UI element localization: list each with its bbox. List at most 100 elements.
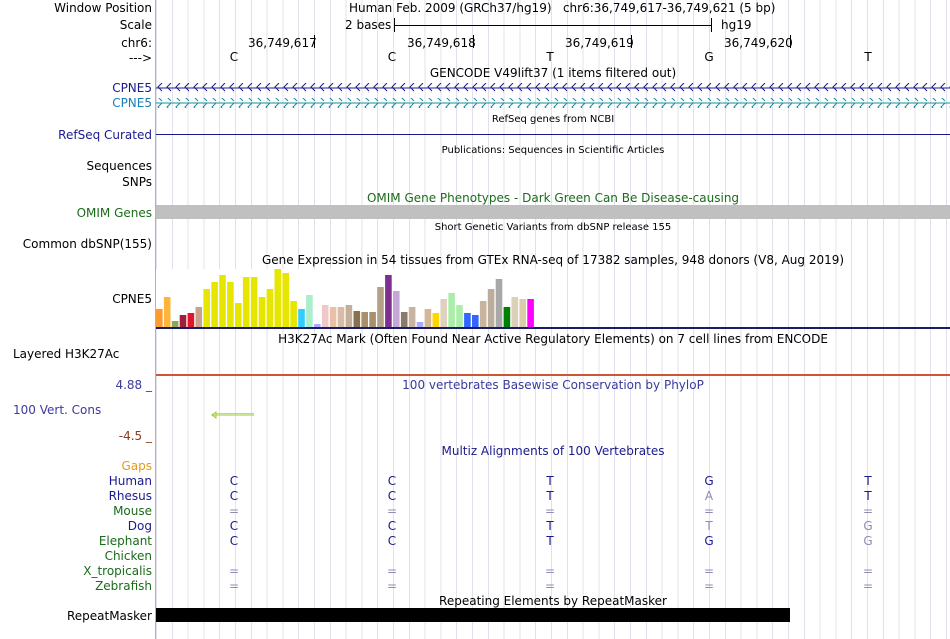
gencode-track-title[interactable]: GENCODE V49lift37 (1 items filtered out): [429, 66, 677, 80]
alignment-base: T: [546, 474, 554, 488]
gtex-bar[interactable]: [408, 307, 416, 327]
gtex-bar[interactable]: [377, 287, 384, 327]
species-label[interactable]: Rhesus: [108, 489, 152, 503]
gtex-bar[interactable]: [219, 275, 226, 327]
alignment-base: =: [862, 564, 874, 578]
gtex-label[interactable]: CPNE5: [112, 292, 152, 306]
alignment-base: C: [387, 489, 397, 503]
coord-tick-4: [790, 35, 791, 48]
gtex-track-title[interactable]: Gene Expression in 54 tissues from GTEx …: [261, 253, 845, 267]
gtex-bar[interactable]: [511, 297, 519, 327]
gtex-bar[interactable]: [416, 322, 424, 327]
gtex-bar[interactable]: [306, 295, 313, 327]
gtex-bar[interactable]: [211, 282, 218, 327]
gtex-bar[interactable]: [487, 289, 495, 327]
gtex-bar[interactable]: [369, 312, 376, 327]
gtex-bar[interactable]: [266, 289, 274, 327]
multiz-track-title[interactable]: Multiz Alignments of 100 Vertebrates: [441, 444, 665, 458]
omim-label[interactable]: OMIM Genes: [76, 206, 152, 220]
alignment-base: =: [228, 504, 240, 518]
phylop-signal[interactable]: [210, 411, 256, 419]
gtex-bar[interactable]: [440, 299, 447, 327]
position-text[interactable]: Human Feb. 2009 (GRCh37/hg19) chr6:36,74…: [349, 1, 776, 15]
gtex-bar[interactable]: [479, 301, 487, 327]
gtex-bar[interactable]: [345, 305, 353, 327]
sequences-label[interactable]: Sequences: [86, 159, 152, 173]
gtex-bar[interactable]: [195, 307, 203, 327]
species-label[interactable]: Zebrafish: [95, 579, 152, 593]
publications-track-title[interactable]: Publications: Sequences in Scientific Ar…: [441, 145, 665, 156]
omim-gene-bar[interactable]: [156, 205, 950, 219]
gtex-bar[interactable]: [353, 311, 361, 327]
alignment-base: T: [546, 519, 554, 533]
gtex-bar[interactable]: [400, 312, 408, 327]
h3k27ac-track-title[interactable]: H3K27Ac Mark (Often Found Near Active Re…: [278, 332, 828, 346]
gtex-bar[interactable]: [495, 279, 503, 327]
species-label[interactable]: Dog: [127, 519, 152, 533]
gtex-bar[interactable]: [472, 315, 479, 327]
phylop-label[interactable]: 100 Vert. Cons: [13, 403, 102, 417]
gtex-bar[interactable]: [187, 313, 195, 327]
refseq-label[interactable]: RefSeq Curated: [58, 128, 152, 142]
gtex-bar[interactable]: [361, 312, 368, 327]
alignment-base: =: [703, 579, 715, 593]
gtex-bar[interactable]: [298, 309, 305, 327]
window-position-label: Window Position: [54, 1, 152, 15]
gtex-bar[interactable]: [227, 282, 234, 327]
gtex-bar[interactable]: [250, 277, 258, 327]
dbsnp-track-title[interactable]: Short Genetic Variants from dbSNP releas…: [434, 222, 672, 233]
gtex-bar[interactable]: [329, 307, 337, 327]
alignment-base: =: [544, 564, 556, 578]
gtex-bar[interactable]: [464, 313, 471, 327]
omim-track-title[interactable]: OMIM Gene Phenotypes - Dark Green Can Be…: [366, 191, 740, 205]
gtex-bar[interactable]: [203, 289, 210, 327]
gene-label-cpne5-1[interactable]: CPNE5: [112, 81, 152, 95]
gtex-bar[interactable]: [527, 299, 534, 327]
gtex-bar[interactable]: [179, 315, 187, 327]
gtex-bar[interactable]: [424, 309, 432, 327]
gtex-bar[interactable]: [385, 275, 392, 327]
species-label[interactable]: X_tropicalis: [83, 564, 152, 578]
gtex-bar[interactable]: [274, 269, 282, 327]
gtex-bar[interactable]: [456, 305, 463, 327]
gtex-bar[interactable]: [337, 307, 345, 327]
h3k27ac-label[interactable]: Layered H3K27Ac: [13, 347, 120, 361]
gtex-bar[interactable]: [432, 313, 440, 327]
gtex-bar[interactable]: [321, 305, 329, 327]
alignment-base: G: [863, 519, 873, 533]
gtex-bar[interactable]: [448, 293, 455, 327]
gtex-bar-chart[interactable]: [156, 269, 556, 328]
gtex-bar[interactable]: [242, 277, 250, 327]
species-label[interactable]: Mouse: [113, 504, 152, 518]
species-label[interactable]: Chicken: [104, 549, 152, 563]
gtex-bar[interactable]: [235, 303, 242, 327]
dbsnp-label[interactable]: Common dbSNP(155): [22, 237, 152, 251]
gtex-bar[interactable]: [503, 307, 511, 327]
refseq-gene-line[interactable]: [156, 134, 950, 135]
gtex-bar[interactable]: [156, 309, 163, 327]
species-label[interactable]: Elephant: [98, 534, 152, 548]
phylop-track-title[interactable]: 100 vertebrates Basewise Conservation by…: [402, 378, 704, 392]
gencode-gene-models[interactable]: [156, 82, 950, 108]
refseq-track-title[interactable]: RefSeq genes from NCBI: [491, 114, 615, 125]
gtex-bar[interactable]: [290, 301, 297, 327]
repeat-track-title[interactable]: Repeating Elements by RepeatMasker: [439, 594, 667, 608]
gtex-bar[interactable]: [314, 324, 321, 327]
gtex-bar[interactable]: [282, 273, 289, 327]
alignment-base: A: [704, 489, 714, 503]
scale-text: 2 bases: [345, 18, 392, 32]
gene-label-cpne5-2[interactable]: CPNE5: [112, 96, 152, 110]
scale-bar-right-tick: [711, 18, 712, 32]
gtex-bar[interactable]: [163, 297, 171, 327]
gtex-bar[interactable]: [258, 297, 266, 327]
alignment-base: G: [704, 474, 714, 488]
gtex-bar[interactable]: [171, 321, 179, 327]
gtex-bar[interactable]: [393, 291, 400, 327]
gtex-bar[interactable]: [519, 299, 526, 327]
repeat-element-bar[interactable]: [156, 608, 790, 622]
snps-label[interactable]: SNPs: [122, 175, 152, 189]
ref-base-2: C: [387, 50, 397, 64]
repeat-label[interactable]: RepeatMasker: [66, 609, 152, 623]
species-label[interactable]: Human: [108, 474, 152, 488]
h3k27ac-signal-line[interactable]: [156, 374, 950, 376]
